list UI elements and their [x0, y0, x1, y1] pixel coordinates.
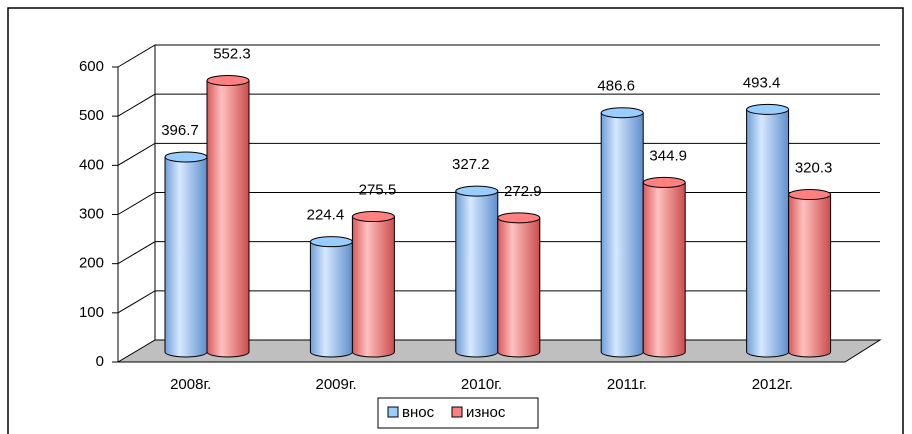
x-tick-label: 2011г. — [607, 376, 647, 393]
data-label: 344.9 — [649, 147, 687, 164]
legend-swatch — [387, 406, 399, 418]
y-tick-label: 300 — [79, 205, 104, 222]
bar-body — [746, 108, 790, 358]
bar — [164, 151, 208, 358]
bar-body — [642, 181, 686, 358]
bar-body — [788, 194, 832, 358]
bar-top — [746, 103, 790, 115]
bar — [642, 176, 686, 358]
bar-top — [309, 236, 353, 248]
bar-top — [497, 212, 541, 224]
y-tick-label: 0 — [96, 353, 104, 370]
grid-line — [117, 93, 880, 117]
bar — [788, 189, 832, 358]
bar — [600, 107, 644, 358]
bar-body — [206, 79, 250, 358]
data-label: 224.4 — [307, 207, 345, 224]
x-tick-label: 2009г. — [316, 376, 357, 393]
data-label: 327.2 — [452, 156, 490, 173]
x-tick-label: 2010г. — [461, 376, 502, 393]
bar — [206, 74, 250, 358]
data-label: 396.7 — [161, 122, 199, 139]
y-tick-label: 400 — [79, 156, 104, 173]
data-label: 493.4 — [743, 74, 781, 91]
bar-top — [642, 176, 686, 188]
bar-body — [351, 216, 395, 358]
bar-body — [497, 217, 541, 358]
legend-label: износ — [466, 404, 506, 421]
legend-swatch — [451, 406, 463, 418]
bar-top — [455, 185, 499, 197]
y-tick-label: 200 — [79, 255, 104, 272]
data-label: 552.3 — [213, 45, 251, 62]
y-tick-label: 500 — [79, 107, 104, 124]
legend: внос износ — [377, 397, 539, 429]
y-tick-label: 600 — [79, 58, 104, 75]
y-tick-label: 100 — [79, 304, 104, 321]
x-tick-label: 2008г. — [170, 376, 211, 393]
bar — [309, 236, 353, 358]
bar — [351, 211, 395, 358]
data-label: 486.6 — [597, 78, 635, 95]
bar-top — [600, 107, 644, 119]
x-tick-label: 2012г. — [752, 376, 793, 393]
bar-body — [600, 112, 644, 358]
bar — [746, 103, 790, 358]
bar-top — [206, 74, 250, 86]
bar-top — [164, 151, 208, 163]
grid-line — [117, 44, 880, 68]
bar-top — [788, 189, 832, 201]
legend-label: внос — [402, 404, 435, 421]
bar-body — [164, 156, 208, 358]
data-label: 275.5 — [359, 182, 397, 199]
bar — [497, 212, 541, 358]
bar-body — [455, 190, 499, 358]
bar-body — [309, 241, 353, 358]
data-label: 272.9 — [504, 183, 542, 200]
frame — [7, 7, 904, 434]
bar-top — [351, 211, 395, 223]
data-label: 320.3 — [795, 159, 833, 176]
bar — [455, 185, 499, 358]
